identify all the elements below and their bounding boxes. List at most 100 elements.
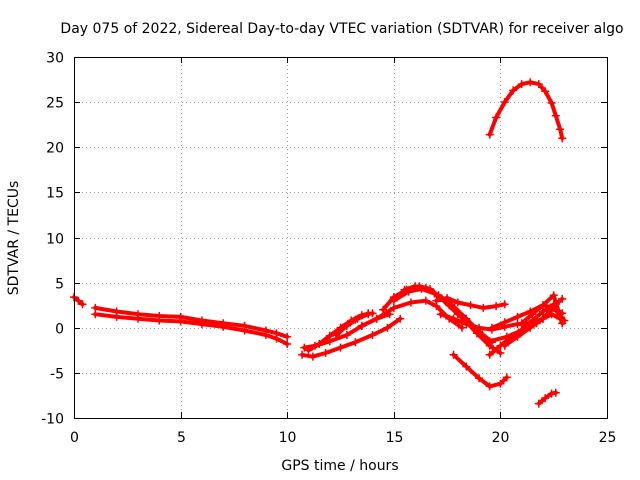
- x-tick-label: 5: [177, 430, 186, 446]
- data-point: [475, 323, 484, 332]
- data-point: [502, 373, 511, 382]
- data-point: [78, 300, 87, 309]
- series-track-08: [332, 309, 373, 339]
- data-point: [526, 78, 535, 87]
- data-point: [541, 394, 550, 403]
- data-point: [443, 294, 452, 302]
- series-line: [451, 352, 509, 389]
- data-point: [551, 388, 560, 397]
- data-point: [325, 331, 334, 340]
- series-line: [334, 311, 371, 337]
- data-point: [357, 321, 366, 330]
- series-track-20: [449, 350, 511, 391]
- data-point: [421, 284, 430, 292]
- data-point: [74, 296, 83, 305]
- series-line: [502, 305, 567, 348]
- data-point: [176, 317, 185, 326]
- data-point: [496, 349, 505, 357]
- data-point: [91, 310, 100, 319]
- data-point: [462, 320, 471, 329]
- data-point: [353, 314, 362, 323]
- data-point: [261, 331, 270, 339]
- data-point: [315, 340, 324, 348]
- y-tick-label: 25: [46, 96, 64, 112]
- data-point: [272, 334, 281, 343]
- x-tick-label: 15: [386, 430, 404, 446]
- series-track-04: [298, 314, 405, 361]
- data-point: [449, 314, 458, 323]
- data-point: [558, 294, 567, 303]
- data-point: [500, 318, 509, 327]
- x-tick-label: 25: [599, 430, 617, 446]
- data-point: [513, 312, 522, 321]
- data-point: [308, 352, 317, 361]
- data-point: [500, 341, 509, 350]
- data-point: [485, 350, 494, 359]
- x-tick-label: 0: [70, 430, 79, 446]
- data-point: [300, 343, 309, 352]
- data-point: [558, 319, 567, 328]
- series-track-03: [91, 310, 292, 348]
- data-point: [372, 314, 381, 323]
- data-point: [547, 389, 556, 398]
- data-point: [155, 316, 164, 325]
- series-track-19: [517, 291, 567, 328]
- y-tick-label: 20: [46, 141, 64, 157]
- data-point: [406, 298, 415, 307]
- series-track-21: [534, 388, 560, 408]
- data-point: [466, 301, 475, 310]
- data-point: [134, 314, 142, 323]
- y-tick-label: -10: [41, 412, 64, 428]
- data-point: [487, 323, 496, 332]
- data-point: [549, 291, 558, 300]
- data-point: [500, 300, 509, 309]
- data-point: [436, 310, 445, 319]
- y-tick-label: 10: [46, 232, 64, 248]
- axis-ticks: 0 5 10 15 20 25 -10 -5 0 5 10 15 20 25 30: [41, 51, 616, 447]
- data-point: [539, 314, 547, 323]
- x-axis-label: GPS time / hours: [281, 458, 398, 474]
- y-tick-label: 0: [55, 322, 64, 338]
- data-point: [453, 298, 462, 307]
- y-tick-label: 30: [46, 51, 64, 67]
- data-point: [432, 296, 441, 305]
- data-point: [526, 323, 535, 332]
- data-point: [240, 326, 249, 335]
- data-point: [492, 302, 501, 311]
- data-point: [421, 296, 430, 305]
- data-point: [502, 332, 511, 341]
- data-point: [197, 320, 206, 329]
- data-point: [321, 349, 330, 357]
- data-point: [389, 303, 398, 312]
- data-point: [539, 301, 547, 310]
- data-point: [517, 80, 526, 89]
- data-point: [434, 291, 443, 300]
- data-point: [547, 99, 556, 107]
- data-point: [558, 134, 567, 143]
- data-point: [509, 86, 518, 95]
- data-point: [534, 80, 543, 89]
- data-point: [556, 125, 565, 134]
- data-point: [396, 314, 405, 323]
- chart-title: Day 075 of 2022, Sidereal Day-to-day VTE…: [60, 21, 623, 37]
- data-point: [462, 362, 471, 371]
- data-point: [283, 332, 292, 341]
- y-tick-label: -5: [50, 367, 64, 383]
- data-point: [351, 338, 360, 347]
- series-track-18: [500, 303, 569, 350]
- data-point: [383, 323, 392, 332]
- data-point: [304, 346, 313, 355]
- data-series: [70, 78, 569, 408]
- data-point: [283, 340, 292, 348]
- data-point: [298, 350, 307, 359]
- grid: [74, 57, 607, 418]
- y-axis-label: SDTVAR / TECUs: [6, 181, 22, 296]
- data-point: [364, 309, 373, 318]
- data-point: [513, 332, 522, 341]
- data-point: [389, 296, 398, 305]
- data-point: [342, 321, 351, 330]
- data-point: [219, 322, 228, 331]
- x-tick-label: 20: [492, 430, 510, 446]
- data-point: [400, 285, 409, 294]
- data-point: [479, 303, 488, 312]
